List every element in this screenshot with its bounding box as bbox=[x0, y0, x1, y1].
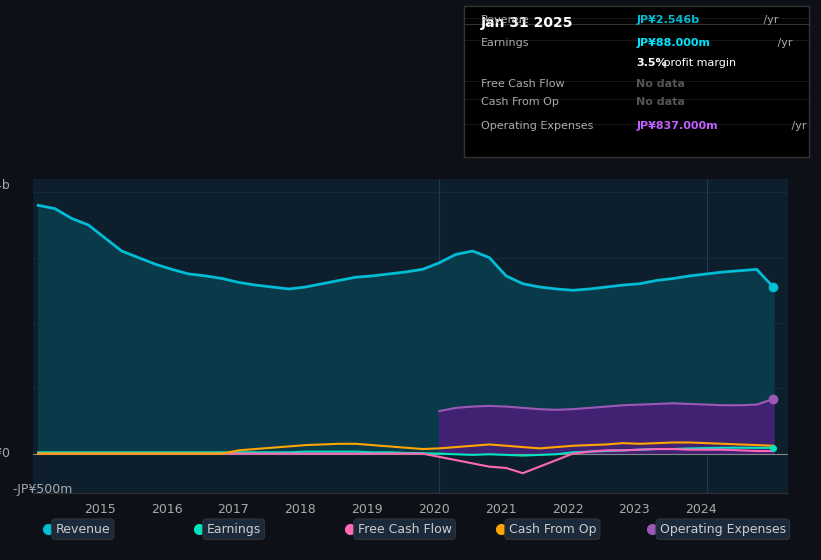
Text: /yr: /yr bbox=[788, 121, 806, 131]
Text: Free Cash Flow: Free Cash Flow bbox=[481, 79, 565, 88]
Text: 3.5%: 3.5% bbox=[636, 58, 667, 68]
Text: Operating Expenses: Operating Expenses bbox=[481, 121, 594, 131]
Text: /yr: /yr bbox=[774, 38, 793, 48]
Text: No data: No data bbox=[636, 97, 686, 107]
Text: Earnings: Earnings bbox=[207, 522, 261, 536]
Text: Operating Expenses: Operating Expenses bbox=[660, 522, 786, 536]
Text: Revenue: Revenue bbox=[481, 15, 530, 25]
Text: Free Cash Flow: Free Cash Flow bbox=[358, 522, 452, 536]
Text: Earnings: Earnings bbox=[481, 38, 530, 48]
Text: Jan 31 2025: Jan 31 2025 bbox=[481, 16, 574, 30]
Text: profit margin: profit margin bbox=[660, 58, 736, 68]
Text: -JP¥500m: -JP¥500m bbox=[12, 483, 73, 496]
Text: JP¥2.546b: JP¥2.546b bbox=[636, 15, 699, 25]
Text: JP¥837.000m: JP¥837.000m bbox=[636, 121, 718, 131]
Text: /yr: /yr bbox=[760, 15, 779, 25]
Text: JP¥4b: JP¥4b bbox=[0, 179, 10, 192]
Text: Revenue: Revenue bbox=[56, 522, 110, 536]
Text: Cash From Op: Cash From Op bbox=[509, 522, 596, 536]
Text: JP¥88.000m: JP¥88.000m bbox=[636, 38, 710, 48]
Text: JP¥0: JP¥0 bbox=[0, 447, 10, 460]
Text: No data: No data bbox=[636, 79, 686, 88]
Text: Cash From Op: Cash From Op bbox=[481, 97, 559, 107]
